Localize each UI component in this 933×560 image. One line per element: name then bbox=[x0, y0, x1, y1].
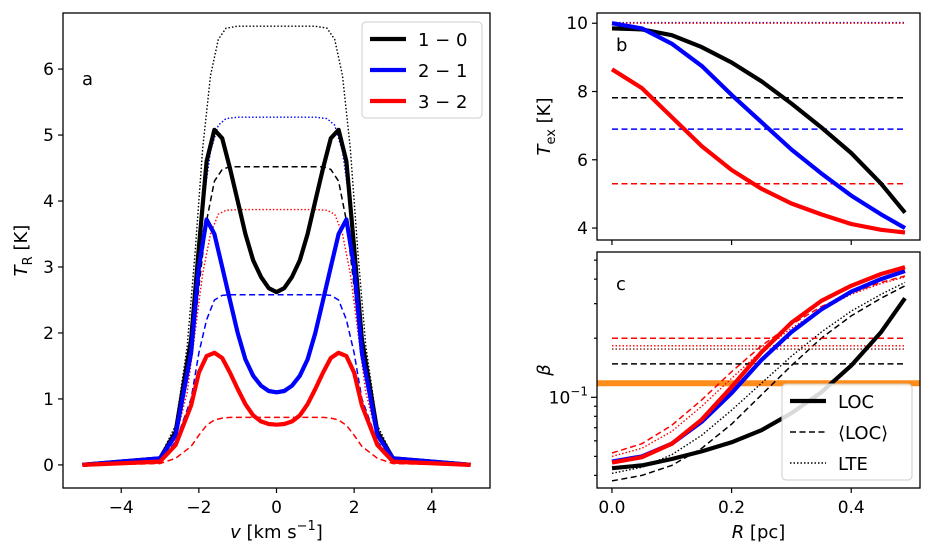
panel-label: a bbox=[82, 69, 93, 90]
legend-label: 1 − 0 bbox=[418, 30, 467, 51]
legend: 1 − 0 2 − 1 3 − 2 bbox=[361, 21, 483, 119]
series-dashed-line bbox=[611, 275, 906, 454]
y-axis-label: Tex [K] bbox=[534, 97, 559, 155]
x-tick-label: −2 bbox=[186, 498, 211, 518]
plot-area bbox=[82, 25, 471, 467]
legend-label: ⟨LOC⟩ bbox=[838, 423, 888, 444]
legend: LOC ⟨LOC⟩ LTE bbox=[781, 383, 913, 481]
y-tick-label: 4 bbox=[43, 192, 54, 212]
series-loc bbox=[611, 296, 907, 471]
panel-label: c bbox=[616, 274, 626, 295]
series-2-1 bbox=[82, 217, 471, 467]
y-tick-label: 6 bbox=[43, 60, 54, 80]
series-3-2 bbox=[82, 350, 471, 467]
series-solid-line bbox=[611, 26, 907, 215]
panel-a: −4 −2 0 2 4 0 1 2 3 4 5 6 a TR [K] v [km s−1] 1 − 0 2 − … bbox=[11, 12, 491, 543]
series-dotted-line bbox=[82, 208, 471, 466]
series-1-0 bbox=[82, 127, 471, 467]
y-tick-label: 8 bbox=[577, 83, 588, 103]
axes-frame bbox=[596, 12, 921, 241]
axes-frame bbox=[596, 251, 921, 489]
plot-area bbox=[597, 265, 920, 482]
x-axis-label: v [km s−1] bbox=[230, 519, 323, 543]
y-tick-label: 10 bbox=[566, 14, 588, 34]
panel-label: b bbox=[616, 35, 627, 56]
series-solid-line bbox=[611, 21, 907, 230]
legend-label: 2 − 1 bbox=[418, 61, 467, 82]
panel-c: 0.0 0.2 0.4 10−1 c β R [pc] LOC ⟨LOC⟩ LTE bbox=[534, 251, 921, 543]
y-tick-label: 2 bbox=[43, 324, 54, 344]
legend-label: LOC bbox=[838, 392, 874, 413]
plot-area bbox=[610, 21, 907, 235]
y-tick-label: 4 bbox=[577, 219, 588, 239]
x-tick-label: 0.4 bbox=[838, 498, 865, 518]
x-tick-label: 0.2 bbox=[718, 498, 745, 518]
y-tick-label: 3 bbox=[43, 258, 54, 278]
series-solid-line bbox=[610, 67, 906, 235]
series-dashed-line bbox=[82, 416, 471, 466]
legend-box bbox=[781, 383, 913, 481]
x-axis-label: R [pc] bbox=[732, 522, 786, 543]
series-dashed-line bbox=[82, 165, 471, 466]
panel-b: 4 6 8 10 b Tex [K] bbox=[534, 12, 921, 245]
x-tick-label: 4 bbox=[426, 498, 437, 518]
series-dashed-line bbox=[82, 293, 471, 466]
series-solid-line bbox=[611, 265, 906, 465]
x-tick-label: 0.0 bbox=[598, 498, 625, 518]
y-tick-label: 10−1 bbox=[549, 384, 588, 408]
x-tick-label: 2 bbox=[349, 498, 360, 518]
y-tick-label: 6 bbox=[577, 151, 588, 171]
series-loc bbox=[611, 285, 906, 482]
y-axis-label: TR [K] bbox=[11, 225, 36, 277]
legend-box bbox=[361, 21, 483, 119]
y-tick-label: 5 bbox=[43, 126, 54, 146]
legend-label: 3 − 2 bbox=[418, 92, 467, 113]
y-tick-label: 1 bbox=[43, 390, 54, 410]
x-tick-label: 0 bbox=[271, 498, 282, 518]
y-axis-label: β bbox=[534, 364, 555, 377]
x-tick-label: −4 bbox=[109, 498, 134, 518]
legend-label: LTE bbox=[838, 454, 868, 475]
series-dotted-line bbox=[82, 25, 471, 466]
y-tick-label: 0 bbox=[43, 456, 54, 476]
series-lte bbox=[611, 281, 906, 474]
